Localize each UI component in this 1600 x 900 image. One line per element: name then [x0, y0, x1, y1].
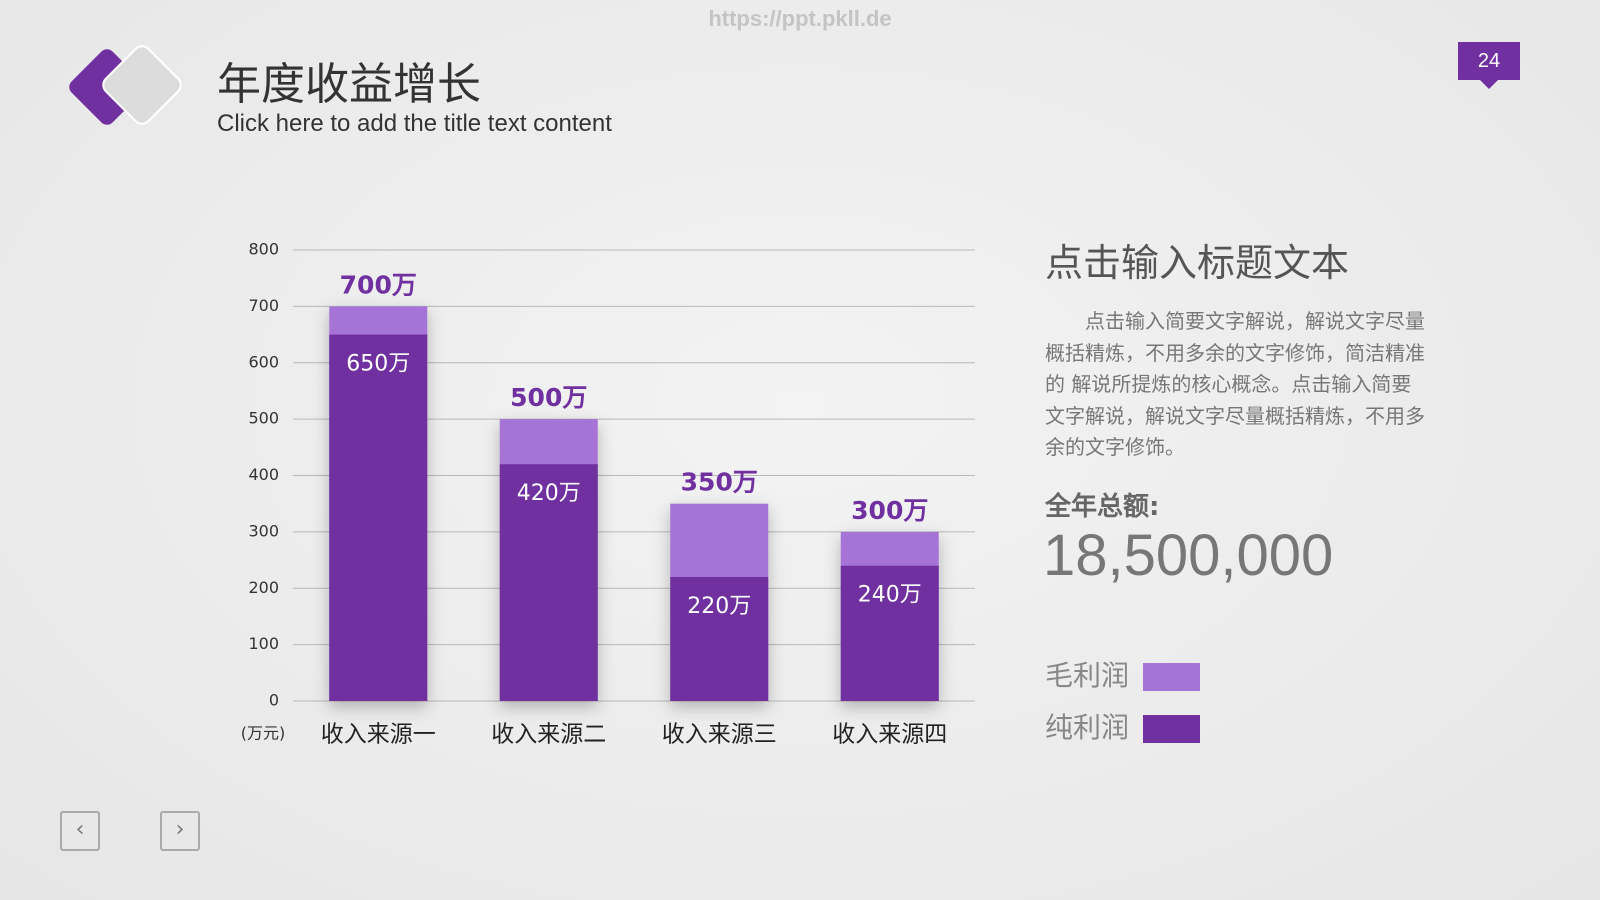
side-paragraph: 点击输入简要文字解说，解说文字尽量概括精炼，不用多余的文字修饰，简洁精准的 解说…: [1045, 309, 1425, 459]
next-button[interactable]: ›: [160, 811, 200, 851]
value-label: 650万: [346, 352, 410, 377]
total-value: 18,500,000: [1043, 523, 1334, 588]
side-heading: 点击输入标题文本: [1045, 241, 1350, 285]
value-label: 300万: [851, 496, 928, 525]
value-label: 500万: [510, 383, 587, 412]
value-label: 700万: [340, 270, 417, 299]
x-tick-label: 收入来源四: [832, 722, 947, 748]
legend-label: 毛利润: [1045, 659, 1129, 692]
prev-button[interactable]: ‹: [60, 811, 100, 851]
total-label: 全年总额:: [1045, 492, 1160, 522]
y-tick-label: 700: [248, 296, 279, 315]
page-number-tip: [1480, 80, 1498, 89]
legend-swatch: [1143, 663, 1200, 691]
y-tick-label: 100: [248, 634, 279, 653]
legend-label: 纯利润: [1045, 711, 1129, 744]
bar: [329, 334, 428, 701]
y-tick-label: 0: [269, 691, 279, 710]
legend-swatch: [1143, 715, 1200, 743]
title-decoration: [69, 45, 182, 125]
x-tick-label: 收入来源二: [491, 722, 606, 748]
y-tick-label: 200: [248, 578, 279, 597]
bar: [670, 576, 769, 701]
y-tick-label: 300: [248, 521, 279, 540]
subtitle: Click here to add the title text content: [217, 110, 612, 137]
x-tick-label: 收入来源三: [662, 722, 777, 748]
y-tick-label: 600: [248, 352, 279, 371]
title: 年度收益增长: [217, 59, 481, 110]
y-tick-label: 400: [248, 465, 279, 484]
bar: [840, 565, 939, 701]
y-axis-label: (万元): [241, 724, 286, 743]
y-tick-label: 500: [248, 409, 279, 428]
page-number: 24: [1458, 42, 1520, 80]
watermark: https://ppt.pkll.de: [708, 6, 892, 31]
value-label: 220万: [687, 594, 751, 619]
x-tick-label: 收入来源一: [321, 722, 436, 748]
y-tick-label: 800: [248, 240, 279, 259]
bar: [499, 464, 598, 701]
value-label: 420万: [517, 481, 581, 506]
chart: 0 100 200 300 400 500 600 700 800 (万元) 收入来源一 700万 65…: [241, 240, 975, 748]
value-label: 240万: [858, 583, 922, 608]
value-label: 350万: [681, 468, 758, 497]
